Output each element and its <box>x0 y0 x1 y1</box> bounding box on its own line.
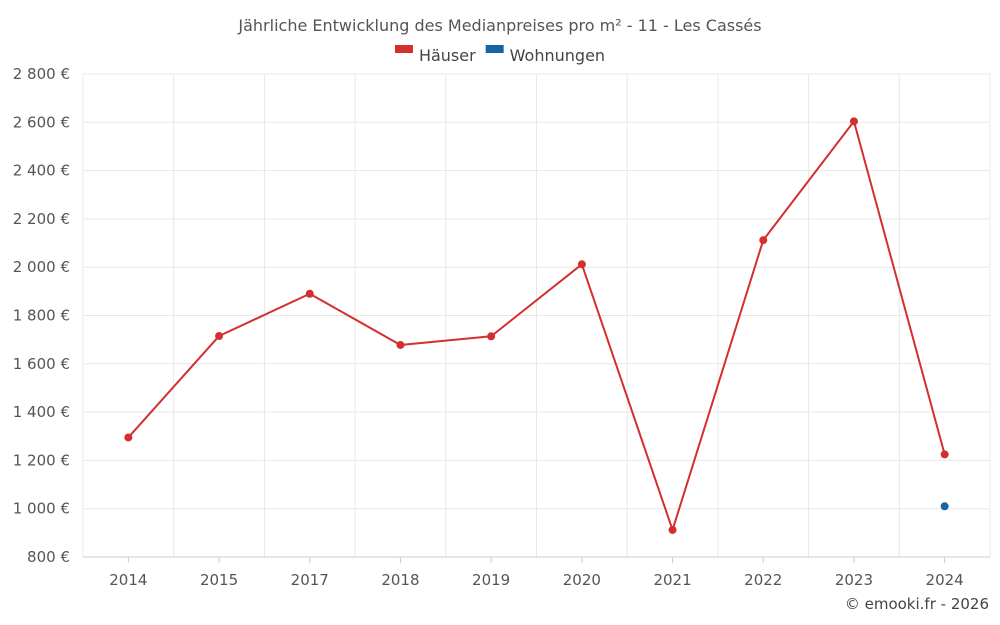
data-point[interactable] <box>577 260 586 269</box>
series-1 <box>940 502 949 511</box>
x-axis: 2014 2015 2017 2018 2019 2020 2021 2022 2023 2024 <box>109 557 964 589</box>
y-tick-label: 1 200 € <box>13 451 70 469</box>
x-tick-label: 2017 <box>291 571 329 589</box>
series-line <box>127 120 946 531</box>
legend-swatch <box>485 45 504 53</box>
y-tick-label: 2 800 € <box>13 65 70 83</box>
data-point[interactable] <box>124 433 133 442</box>
legend: Häuser Wohnungen <box>394 45 605 65</box>
y-tick-label: 800 € <box>27 548 70 566</box>
legend-label[interactable]: Wohnungen <box>510 46 605 65</box>
chart-title: Jährliche Entwicklung des Medianpreises … <box>237 16 761 35</box>
data-point[interactable] <box>759 236 768 245</box>
y-tick-label: 1 400 € <box>13 403 70 421</box>
y-tick-label: 2 400 € <box>13 162 70 180</box>
y-tick-label: 2 200 € <box>13 210 70 228</box>
y-tick-label: 1 600 € <box>13 355 70 373</box>
x-tick-label: 2020 <box>563 571 601 589</box>
x-tick-label: 2015 <box>200 571 238 589</box>
x-tick-label: 2014 <box>109 571 147 589</box>
plot-area <box>124 117 949 534</box>
x-tick-label: 2023 <box>835 571 873 589</box>
x-tick-label: 2022 <box>744 571 782 589</box>
data-point[interactable] <box>849 117 858 126</box>
data-point[interactable] <box>305 289 314 298</box>
data-point[interactable] <box>940 502 949 511</box>
data-point[interactable] <box>396 340 405 349</box>
y-tick-label: 1 800 € <box>13 307 70 325</box>
legend-swatch <box>394 45 413 53</box>
credit-text: © emooki.fr - 2026 <box>845 595 989 613</box>
data-point[interactable] <box>487 332 496 341</box>
data-point[interactable] <box>215 332 224 341</box>
x-tick-label: 2024 <box>926 571 964 589</box>
y-tick-label: 2 600 € <box>13 113 70 131</box>
data-point[interactable] <box>940 450 949 459</box>
legend-label[interactable]: Häuser <box>419 46 476 65</box>
data-point[interactable] <box>668 525 677 534</box>
y-tick-label: 1 000 € <box>13 500 70 518</box>
y-tick-label: 2 000 € <box>13 258 70 276</box>
x-tick-label: 2021 <box>653 571 691 589</box>
x-tick-label: 2019 <box>472 571 510 589</box>
y-axis: 800 € 1 000 € 1 200 € 1 400 € 1 600 € 1 800 €… <box>13 65 70 566</box>
x-tick-label: 2018 <box>381 571 419 589</box>
grid <box>82 73 991 558</box>
series-0 <box>124 117 949 534</box>
